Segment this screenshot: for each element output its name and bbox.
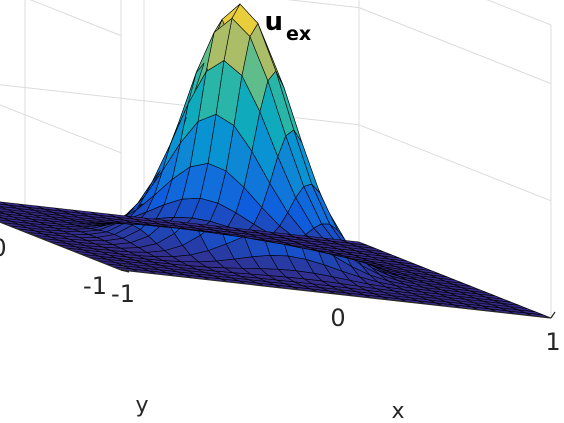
chart-title-base: u xyxy=(264,7,283,37)
surface-face xyxy=(0,216,4,219)
x-tick-label: 1 xyxy=(545,328,560,356)
axes-lines xyxy=(0,221,556,319)
y-tick-label: 0 xyxy=(0,234,7,262)
surface-face xyxy=(0,211,5,215)
surface-face xyxy=(0,201,9,206)
tick-labels: -101-101-0.5-0.4-0.3 xyxy=(0,234,561,356)
y-axis-label: y xyxy=(135,393,148,418)
chart-title-subscript: ex xyxy=(286,23,311,45)
x-axis-label: x xyxy=(391,399,404,423)
x-tick-label: -1 xyxy=(111,280,135,308)
y-tick-label: -1 xyxy=(83,272,107,300)
x-tick-label: 0 xyxy=(330,304,345,332)
surface-face xyxy=(0,206,7,210)
surface-mesh xyxy=(0,3,552,319)
chart-title: u ex xyxy=(264,7,311,45)
